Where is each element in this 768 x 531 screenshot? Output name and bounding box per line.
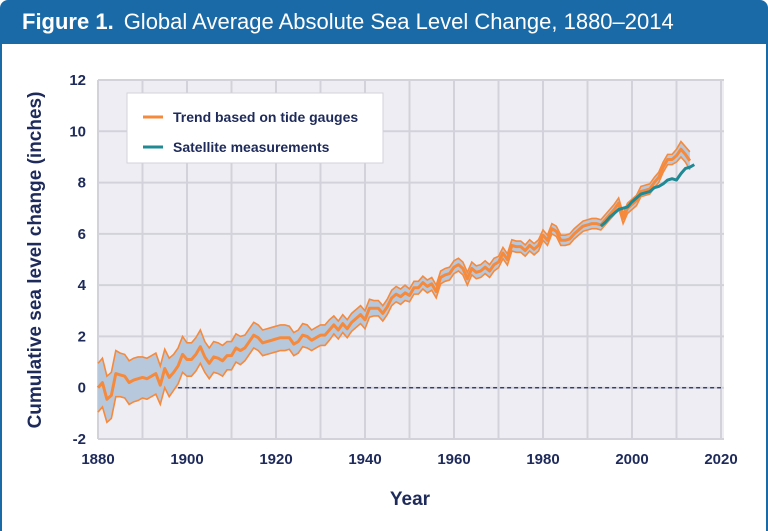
uncertainty-band-group: [97, 140, 691, 424]
y-tick-label: 0: [78, 380, 86, 397]
y-tick-label: 6: [78, 226, 86, 243]
title-bar: Figure 1. Global Average Absolute Sea Lev…: [0, 0, 768, 44]
x-tick-label: 1920: [259, 451, 292, 468]
x-axis-label: Year: [390, 489, 431, 510]
y-tick-label: 12: [69, 72, 86, 89]
uncertainty-band: [98, 141, 690, 423]
x-tick-label: 2020: [704, 451, 737, 468]
x-tick-labels: 1880 1900 1920 1940 1960 1980 2000 2020: [81, 451, 737, 468]
y-axis-label: Cumulative sea level change (inches): [25, 92, 46, 429]
y-tick-label: 10: [69, 123, 86, 140]
x-tick-label: 1980: [526, 451, 559, 468]
legend-label-satellite: Satellite measurements: [173, 139, 330, 155]
legend-box: [126, 92, 384, 164]
x-tick-label: 2000: [615, 451, 648, 468]
x-tick-label: 1960: [437, 451, 470, 468]
series-lines: [96, 147, 696, 401]
legend: Trend based on tide gauges Satellite mea…: [126, 92, 384, 164]
y-tick-label: 2: [78, 328, 86, 345]
figure-label: Figure 1.: [22, 9, 114, 34]
chart-title: Global Average Absolute Sea Level Change…: [123, 9, 674, 34]
trend-line-tide-gauges: [96, 147, 692, 401]
y-tick-label: 4: [78, 277, 87, 294]
x-tick-label: 1880: [81, 451, 114, 468]
legend-label-trend: Trend based on tide gauges: [173, 109, 358, 125]
y-tick-labels: -2 0 2 4 6 8 10 12: [69, 72, 86, 448]
uncertainty-lower-bound: [97, 155, 691, 424]
x-tick-label: 1940: [348, 451, 381, 468]
satellite-measurements-line: [599, 163, 696, 228]
y-tick-label: -2: [73, 431, 86, 448]
x-tick-label: 1900: [170, 451, 203, 468]
uncertainty-upper-bound: [97, 140, 691, 378]
y-tick-label: 8: [78, 175, 86, 192]
